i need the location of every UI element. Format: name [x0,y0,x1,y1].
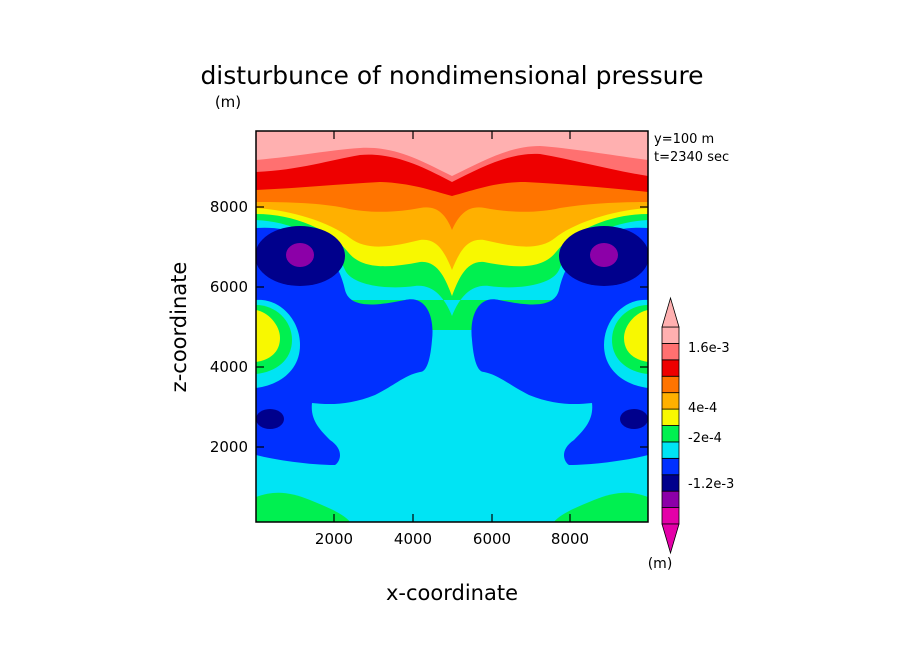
colorbar-tick-label: -1.2e-3 [688,477,734,492]
contour-green [256,214,648,330]
colorbar-tick-label: -2e-4 [688,431,722,446]
contour-purple-right [590,243,618,267]
colorbar-tick-label: 1.6e-3 [688,341,730,356]
x-tick-label: 8000 [551,530,589,548]
y-tick-label: 4000 [210,358,248,376]
colorbar-segment [661,343,680,361]
x-tick-label: 4000 [394,530,432,548]
x-axis-label: x-coordinate [386,581,518,605]
colorbar-tick-label: 4e-4 [688,401,717,416]
contour-navy-low-right [620,409,648,429]
x-tick-label: 6000 [473,530,511,548]
colorbar [661,296,680,555]
colorbar-segment [661,326,680,344]
colorbar-segment [661,490,680,508]
y-tick-label: 6000 [210,278,248,296]
colorbar-segment [661,441,680,459]
contour-field [256,131,648,522]
contour-purple-left [286,243,314,267]
colorbar-segment [661,392,680,410]
contour-green-bottom-left [256,492,350,522]
plot-frame [255,130,649,523]
contour-yellow-side-right [624,310,648,362]
contour-blue-left [256,227,433,465]
contour-yellow-side-left [256,310,280,362]
colorbar-segment [661,408,680,426]
chart-title: disturbunce of nondimensional pressure [200,61,703,90]
annotation-t: t=2340 sec [654,150,729,165]
colorbar-segment [661,474,680,492]
colorbar-extend-min [661,523,680,555]
contour-cyan-mid [256,220,648,316]
y-tick-label: 2000 [210,438,248,456]
colorbar-extend-max [661,296,680,328]
colorbar-segment [661,457,680,476]
x-tick-label: 2000 [315,530,353,548]
contour-blue-right [471,227,648,465]
annotation-y: y=100 m [654,132,714,147]
y-axis-label: z-coordinate [167,262,191,393]
colorbar-segment [661,359,680,377]
contour-green-bottom-right [554,492,648,522]
x-unit-label: (m) [215,93,241,111]
y-tick-label: 8000 [210,198,248,216]
colorbar-segment [661,375,680,394]
axis-ticks [256,131,648,522]
contour-navy-low-left [256,409,284,429]
colorbar-segment [661,425,680,443]
colorbar-unit-label: (m) [648,556,673,572]
colorbar-segment [661,507,680,525]
